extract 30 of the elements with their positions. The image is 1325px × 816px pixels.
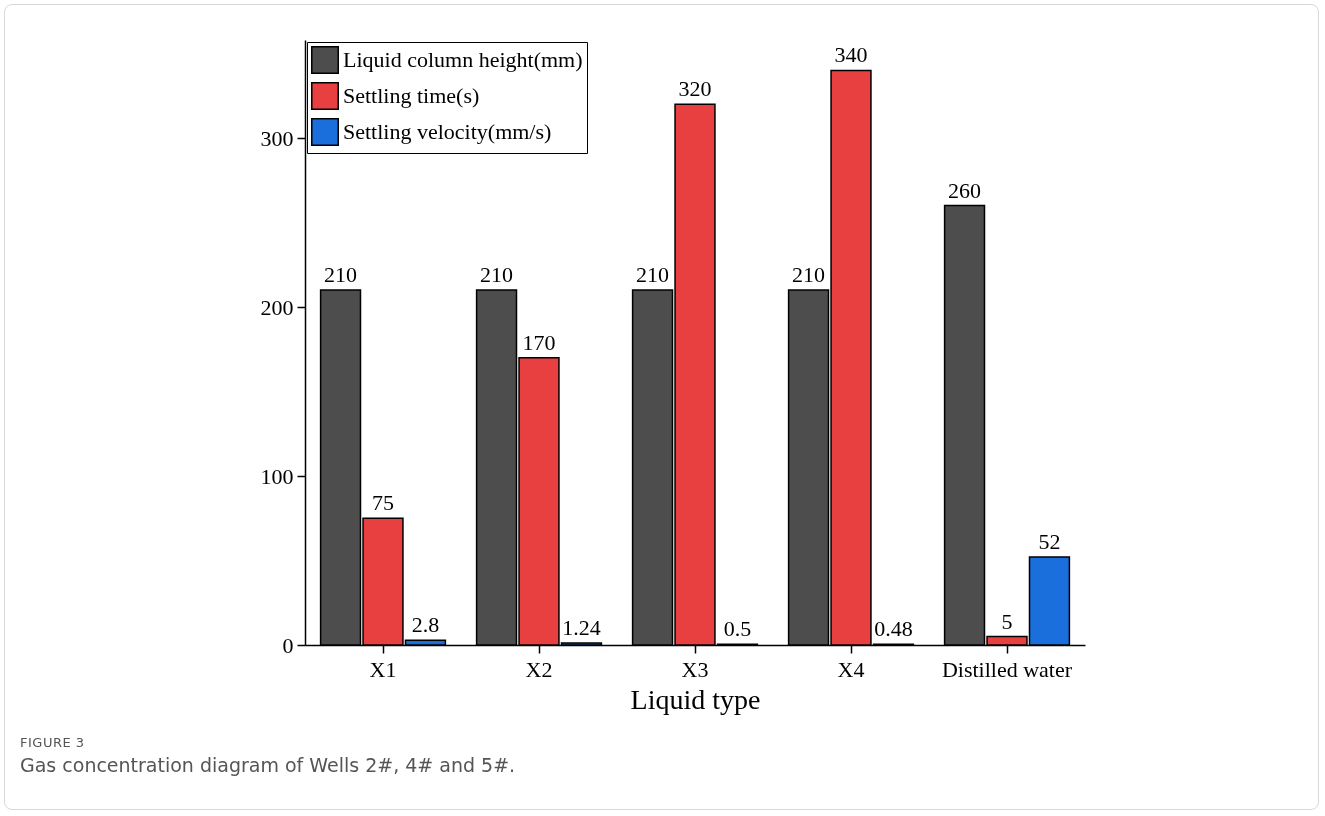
data-label: 210: [324, 262, 358, 288]
caption: FIGURE 3: [20, 735, 86, 750]
data-label: 260: [948, 177, 982, 203]
legend-label: Settling velocity(mm/s): [343, 119, 552, 144]
data-label: 1.24: [562, 614, 601, 640]
y-tick-label: 300: [260, 125, 294, 151]
data-label: 320: [678, 76, 712, 102]
x-axis-title: Liquid type: [630, 683, 761, 715]
text: Gas concentration diagram of Wells 2#, 4# and 5#.: [20, 754, 516, 776]
x-tick-label: X1: [369, 656, 397, 682]
x-tick-label: X2: [525, 656, 553, 682]
y-tick-label: 0: [282, 632, 294, 658]
data-label: 5: [1001, 608, 1013, 634]
data-label: 2.8: [411, 612, 440, 638]
legend-label: Settling time(s): [343, 83, 480, 108]
x-tick-label: X3: [681, 656, 709, 682]
y-tick-label: 200: [260, 294, 294, 320]
data-label: 210: [792, 262, 826, 288]
legend-label: Liquid column height(mm): [343, 47, 583, 72]
x-tick-label: Distilled water: [941, 656, 1073, 682]
data-label: 0.5: [723, 616, 752, 642]
y-tick-label: 100: [260, 463, 294, 489]
data-label: 210: [636, 262, 670, 288]
data-label: 170: [522, 329, 556, 355]
data-label: 210: [480, 262, 514, 288]
data-label: 52: [1038, 529, 1061, 555]
x-tick-label: X4: [837, 656, 865, 682]
data-label: 0.48: [874, 616, 913, 642]
data-label: 340: [834, 42, 868, 68]
data-label: 75: [372, 490, 394, 516]
